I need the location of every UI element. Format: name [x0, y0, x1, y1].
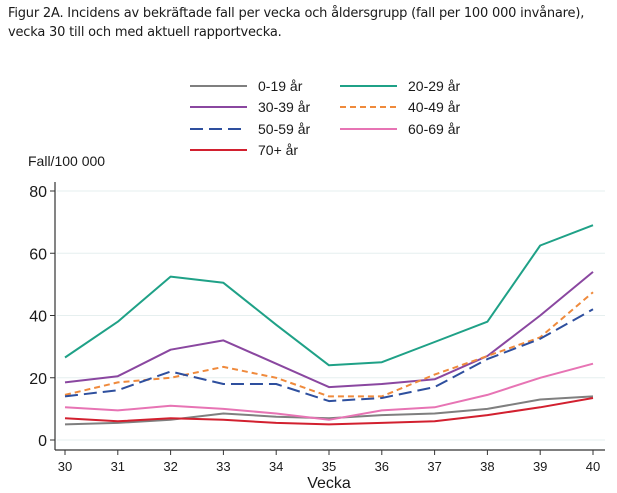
legend-label: 40-49 år: [408, 99, 460, 115]
series-line-019r: [64, 395, 594, 426]
legend-label: 30-39 år: [258, 99, 310, 115]
series-lines: [64, 224, 594, 426]
x-tick-label: 40: [586, 459, 600, 474]
legend-item: 0-19 år: [190, 78, 303, 94]
y-tick-label: 80: [29, 184, 47, 201]
legend-item: 40-49 år: [340, 99, 460, 115]
x-tick-label: 36: [375, 459, 389, 474]
legend-label: 70+ år: [258, 142, 298, 158]
x-tick-label: 37: [427, 459, 441, 474]
x-tick-label: 30: [58, 459, 72, 474]
legend-label: 50-59 år: [258, 121, 310, 137]
y-tick-label: 20: [29, 371, 47, 388]
x-tick-label: 31: [111, 459, 125, 474]
x-tick-label: 39: [533, 459, 547, 474]
y-axis-label: Fall/100 000: [28, 153, 105, 169]
legend-label: 60-69 år: [408, 121, 460, 137]
legend-item: 30-39 år: [190, 99, 310, 115]
legend-label: 20-29 år: [408, 78, 460, 94]
legend-item: 20-29 år: [340, 78, 460, 94]
series-line-6069r: [64, 362, 594, 421]
series-line-4049r: [64, 291, 594, 398]
y-axis: 0 20 40 60 80: [29, 182, 56, 450]
x-tick-label: 32: [163, 459, 177, 474]
gridlines: [57, 190, 605, 441]
x-tick-label: 35: [322, 459, 336, 474]
y-tick-label: 0: [38, 433, 47, 450]
figure-caption: Figur 2A. Incidens av bekräftade fall pe…: [8, 4, 613, 42]
legend: 0-19 år 20-29 år 30-39 år 40-49 år 50-59 år 6…: [190, 78, 460, 158]
x-tick-label: 33: [216, 459, 230, 474]
legend-label: 0-19 år: [258, 78, 303, 94]
legend-item: 70+ år: [190, 142, 298, 158]
legend-item: 50-59 år: [190, 121, 310, 137]
caption-line-2: vecka 30 till och med aktuell rapportvec…: [8, 25, 282, 40]
x-axis: 30 31 32 33 34 35 36 37 38 39 40: [55, 449, 605, 474]
y-tick-label: 60: [29, 246, 47, 263]
y-tick-label: 40: [29, 309, 47, 326]
x-tick-label: 38: [480, 459, 494, 474]
caption-line-1: Figur 2A. Incidens av bekräftade fall pe…: [8, 6, 585, 21]
series-line-2029r: [64, 224, 594, 367]
x-axis-label: Vecka: [307, 475, 351, 492]
series-line-70plusr: [64, 397, 594, 426]
series-line-3039r: [64, 271, 594, 389]
legend-item: 60-69 år: [340, 121, 460, 137]
series-line-5059r: [64, 308, 594, 403]
x-tick-label: 34: [269, 459, 283, 474]
